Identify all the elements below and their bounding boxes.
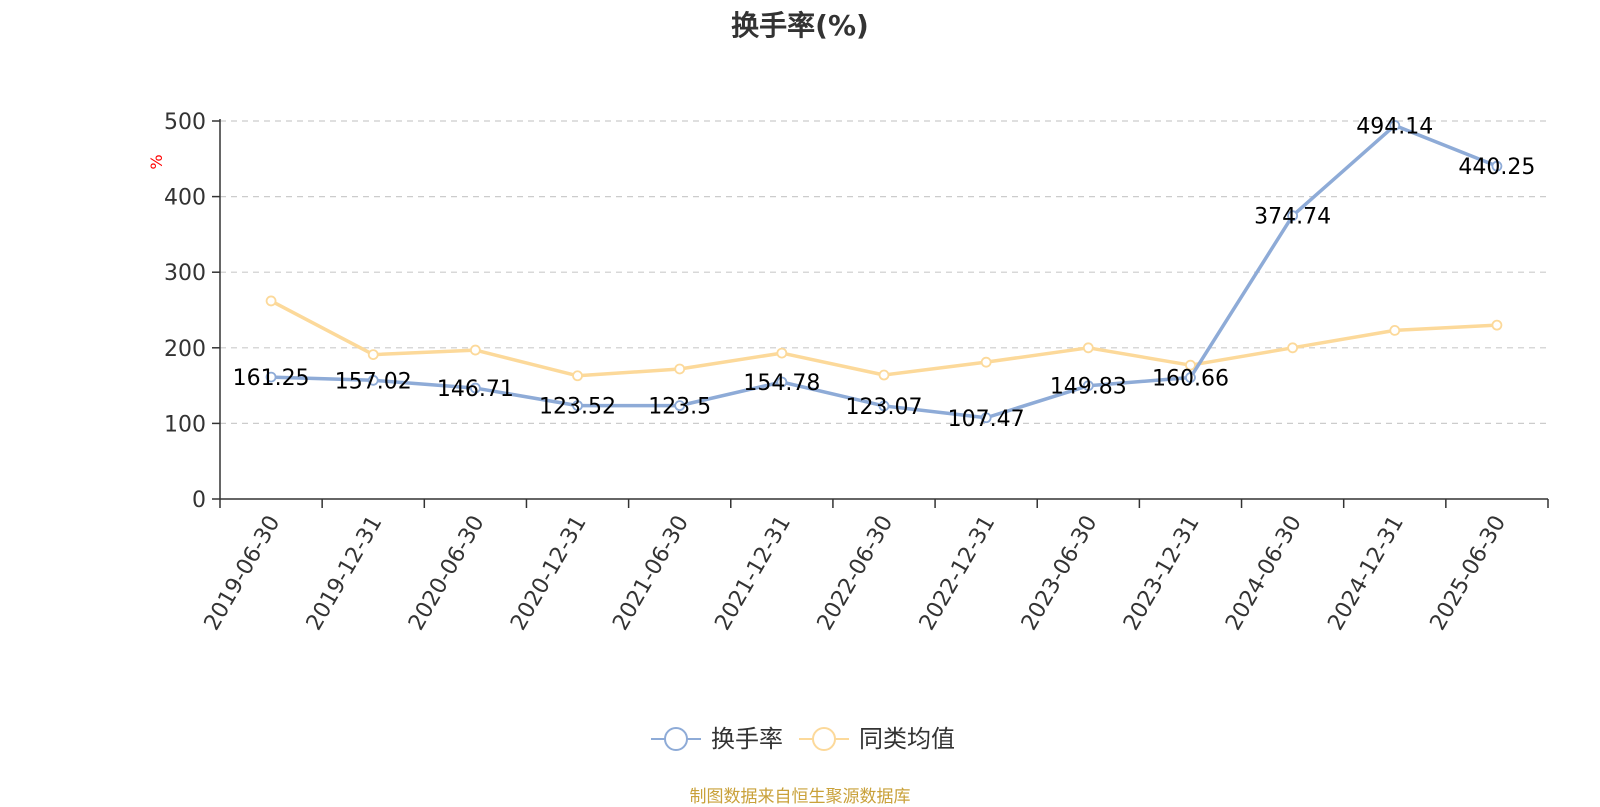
x-tick-label: 2020-06-30	[404, 512, 490, 635]
legend-label: 同类均值	[859, 725, 955, 753]
data-label: 374.74	[1254, 205, 1331, 230]
data-point	[776, 347, 788, 359]
data-point	[878, 369, 890, 381]
x-tick-label: 2023-06-30	[1017, 512, 1103, 635]
x-tick-label: 2024-06-30	[1221, 512, 1307, 635]
y-tick-label: 0	[192, 488, 206, 513]
data-point	[1185, 359, 1196, 371]
data-label: 149.83	[1050, 375, 1127, 400]
data-point	[469, 382, 481, 394]
y-tick-label: 100	[164, 412, 206, 437]
data-point	[878, 400, 890, 412]
data-point	[1491, 319, 1503, 331]
data-point	[572, 400, 583, 412]
data-point	[1389, 325, 1401, 336]
data-label: 440.25	[1458, 155, 1535, 180]
series-line-同类均值	[270, 299, 1498, 378]
y-tick-label: 200	[164, 337, 206, 362]
x-tick-label: 2021-06-30	[608, 512, 694, 635]
data-point	[980, 356, 992, 368]
data-point	[980, 412, 992, 424]
legend-label: 换手率	[711, 725, 783, 753]
grid-lines	[220, 120, 1548, 424]
data-label: 146.71	[437, 377, 514, 402]
data-label: 157.02	[335, 369, 412, 394]
data-label: 161.25	[233, 366, 310, 391]
data-label: 494.14	[1356, 114, 1433, 139]
data-point	[367, 349, 379, 361]
y-tick-label: 300	[164, 261, 206, 286]
data-point	[674, 363, 686, 375]
legend-marker	[812, 727, 836, 751]
data-point	[1287, 342, 1299, 354]
data-point	[265, 371, 277, 383]
data-point	[265, 295, 277, 307]
legend-marker	[664, 727, 688, 751]
data-point	[1389, 120, 1401, 131]
x-tick-label: 2022-12-31	[915, 512, 1001, 635]
x-tick-label: 2019-12-31	[302, 512, 388, 635]
data-label: 154.78	[743, 371, 820, 396]
source-note: 制图数据来自恒生聚源数据库	[689, 787, 911, 807]
data-point	[469, 344, 481, 356]
data-label: 123.5	[648, 395, 711, 420]
chart-title: 换手率(%)	[731, 9, 869, 42]
series-lines	[265, 120, 1503, 424]
x-tick-label: 2025-06-30	[1426, 512, 1512, 635]
data-point	[674, 400, 686, 412]
data-labels: 161.25 157.02 146.71 123.52 123.5 154.78 123.0…	[233, 114, 1536, 431]
x-tick-label: 2022-06-30	[813, 512, 899, 635]
data-label: 123.07	[846, 395, 923, 420]
data-label: 123.52	[539, 395, 616, 420]
x-tick-label: 2021-12-31	[710, 512, 796, 635]
x-tick-label: 2023-12-31	[1119, 512, 1205, 635]
data-point	[1082, 342, 1094, 354]
y-tick-label: 400	[164, 186, 206, 211]
data-label: 107.47	[948, 407, 1025, 432]
data-point	[1287, 210, 1299, 222]
x-tick-label: 2019-06-30	[200, 512, 286, 635]
data-point	[776, 376, 788, 388]
data-point	[1491, 160, 1503, 172]
data-label: 160.66	[1152, 367, 1229, 392]
x-tick-label: 2020-12-31	[506, 512, 592, 635]
data-point	[572, 370, 583, 382]
data-point	[367, 374, 379, 386]
x-tick-label: 2024-12-31	[1323, 512, 1409, 635]
y-tick-label: 500	[164, 110, 206, 135]
data-point	[1185, 372, 1196, 383]
y-axis-label: %	[147, 154, 166, 169]
legend: 换手率 同类均值	[651, 725, 955, 753]
data-point	[1082, 380, 1094, 392]
